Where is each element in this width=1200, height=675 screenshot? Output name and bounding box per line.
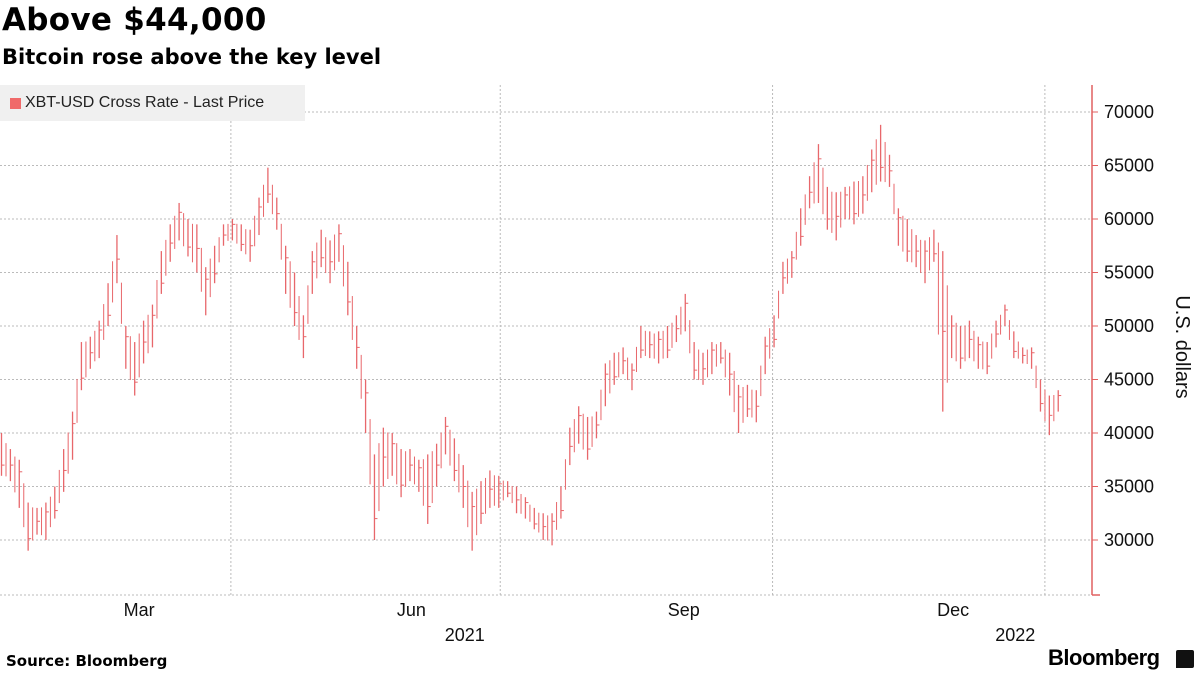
chart-subtitle: Bitcoin rose above the key level xyxy=(2,45,382,69)
bloomberg-chat-icon xyxy=(1176,650,1194,668)
x-tick-label-month: Jun xyxy=(397,600,426,620)
y-tick-label: 45000 xyxy=(1104,370,1154,390)
y-tick-label: 35000 xyxy=(1104,477,1154,497)
y-tick-label: 70000 xyxy=(1104,102,1154,122)
bloomberg-logo: Bloomberg xyxy=(1048,645,1160,670)
x-tick-label-month: Mar xyxy=(124,600,155,620)
y-tick-label: 65000 xyxy=(1104,156,1154,176)
legend: XBT-USD Cross Rate - Last Price xyxy=(0,85,305,121)
legend-label: XBT-USD Cross Rate - Last Price xyxy=(25,94,265,111)
x-tick-label-month: Dec xyxy=(937,600,969,620)
x-tick-label-month: Sep xyxy=(668,600,700,620)
y-tick-label: 60000 xyxy=(1104,209,1154,229)
x-tick-label-year: 2022 xyxy=(995,625,1035,645)
y-tick-label: 40000 xyxy=(1104,423,1154,443)
y-tick-label: 55000 xyxy=(1104,263,1154,283)
y-axis-title: U.S. dollars xyxy=(1171,295,1193,398)
legend-swatch xyxy=(10,97,21,109)
x-tick-label-year: 2021 xyxy=(445,625,485,645)
chart-title: Above $44,000 xyxy=(2,2,267,38)
source-note: Source: Bloomberg xyxy=(6,652,168,670)
y-tick-label: 50000 xyxy=(1104,316,1154,336)
y-tick-label: 30000 xyxy=(1104,530,1154,550)
